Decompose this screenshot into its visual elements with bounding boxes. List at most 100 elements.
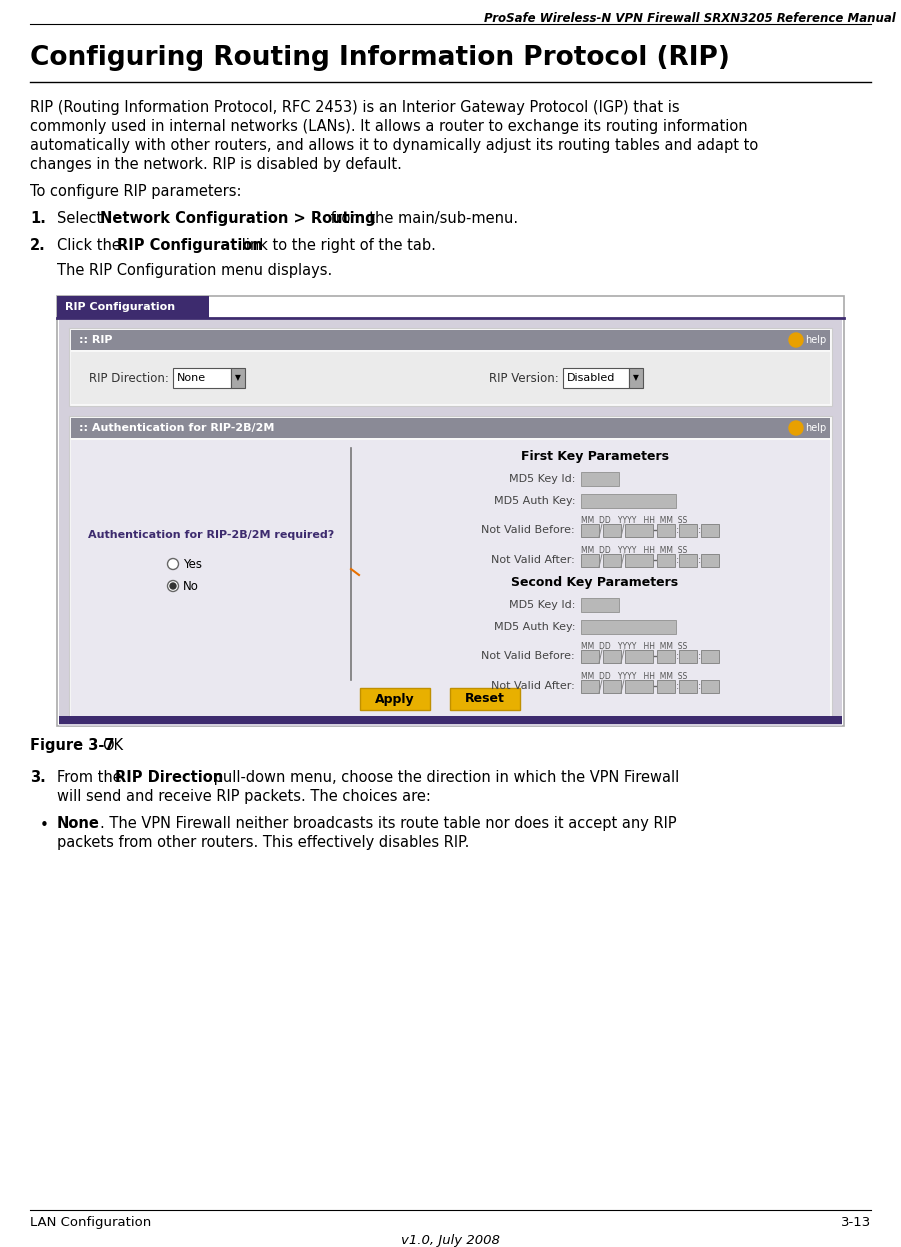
Text: packets from other routers. This effectively disables RIP.: packets from other routers. This effecti… — [57, 835, 469, 850]
FancyBboxPatch shape — [581, 554, 599, 567]
FancyBboxPatch shape — [581, 494, 676, 508]
Circle shape — [168, 581, 178, 591]
Text: help: help — [805, 335, 826, 345]
FancyBboxPatch shape — [71, 418, 830, 438]
Text: Select: Select — [57, 211, 107, 226]
Text: Not Valid After:: Not Valid After: — [491, 681, 575, 691]
FancyBboxPatch shape — [59, 716, 842, 725]
Text: MM  DD   YYYY   HH  MM  SS: MM DD YYYY HH MM SS — [581, 516, 687, 525]
FancyBboxPatch shape — [625, 650, 653, 663]
FancyBboxPatch shape — [701, 524, 719, 537]
Text: Second Key Parameters: Second Key Parameters — [512, 576, 678, 589]
Circle shape — [789, 333, 803, 347]
Text: RIP Version:: RIP Version: — [489, 372, 559, 384]
FancyBboxPatch shape — [625, 554, 653, 567]
Text: Network Configuration > Routing: Network Configuration > Routing — [100, 211, 376, 226]
FancyBboxPatch shape — [581, 524, 599, 537]
Text: Disabled: Disabled — [567, 373, 615, 383]
Text: OK: OK — [102, 738, 123, 753]
Text: :: : — [698, 555, 701, 565]
Text: 1.: 1. — [30, 211, 46, 226]
Text: v1.0, July 2008: v1.0, July 2008 — [401, 1235, 499, 1247]
Text: :: : — [698, 681, 701, 691]
FancyBboxPatch shape — [57, 296, 209, 318]
FancyBboxPatch shape — [657, 554, 675, 567]
FancyBboxPatch shape — [603, 524, 621, 537]
Text: :: : — [676, 525, 679, 535]
FancyBboxPatch shape — [603, 650, 621, 663]
FancyBboxPatch shape — [563, 368, 629, 388]
Text: ▼: ▼ — [235, 374, 241, 383]
Text: Yes: Yes — [183, 557, 202, 570]
FancyBboxPatch shape — [231, 368, 245, 388]
Text: Not Valid Before:: Not Valid Before: — [481, 525, 575, 535]
Text: :: : — [676, 555, 679, 565]
Text: ▼: ▼ — [633, 374, 639, 383]
FancyBboxPatch shape — [59, 320, 842, 726]
FancyBboxPatch shape — [173, 368, 231, 388]
Text: MD5 Key Id:: MD5 Key Id: — [509, 474, 575, 484]
Text: MM  DD   YYYY   HH  MM  SS: MM DD YYYY HH MM SS — [581, 546, 687, 555]
Circle shape — [170, 584, 176, 589]
Text: RIP Direction:: RIP Direction: — [89, 372, 169, 384]
FancyBboxPatch shape — [679, 524, 697, 537]
FancyBboxPatch shape — [69, 328, 832, 407]
Text: :: Authentication for RIP-2B/2M: :: Authentication for RIP-2B/2M — [79, 423, 275, 433]
FancyBboxPatch shape — [657, 680, 675, 693]
FancyBboxPatch shape — [603, 680, 621, 693]
Text: :: : — [676, 651, 679, 661]
Text: :: : — [676, 681, 679, 691]
Text: Apply: Apply — [375, 692, 414, 706]
Text: Figure 3-7: Figure 3-7 — [30, 738, 114, 753]
Text: will send and receive RIP packets. The choices are:: will send and receive RIP packets. The c… — [57, 789, 431, 804]
FancyBboxPatch shape — [71, 352, 830, 404]
FancyBboxPatch shape — [701, 554, 719, 567]
Text: from the main/sub-menu.: from the main/sub-menu. — [326, 211, 518, 226]
Text: MD5 Auth Key:: MD5 Auth Key: — [494, 496, 575, 506]
Text: . The VPN Firewall neither broadcasts its route table nor does it accept any RIP: . The VPN Firewall neither broadcasts it… — [100, 816, 677, 831]
Text: 3-13: 3-13 — [841, 1216, 871, 1230]
Text: :: : — [698, 651, 701, 661]
FancyBboxPatch shape — [701, 680, 719, 693]
FancyBboxPatch shape — [581, 473, 619, 486]
FancyBboxPatch shape — [679, 554, 697, 567]
Text: First Key Parameters: First Key Parameters — [521, 450, 669, 463]
Text: •: • — [40, 818, 49, 833]
Text: help: help — [805, 423, 826, 433]
FancyBboxPatch shape — [71, 440, 830, 718]
FancyBboxPatch shape — [57, 296, 844, 726]
Text: ?: ? — [794, 424, 798, 433]
FancyBboxPatch shape — [701, 650, 719, 663]
Text: automatically with other routers, and allows it to dynamically adjust its routin: automatically with other routers, and al… — [30, 138, 759, 153]
FancyBboxPatch shape — [581, 650, 599, 663]
Text: MM  DD   YYYY   HH  MM  SS: MM DD YYYY HH MM SS — [581, 672, 687, 681]
FancyBboxPatch shape — [450, 688, 520, 710]
Text: changes in the network. RIP is disabled by default.: changes in the network. RIP is disabled … — [30, 157, 402, 172]
FancyBboxPatch shape — [679, 650, 697, 663]
Text: LAN Configuration: LAN Configuration — [30, 1216, 151, 1230]
Text: 3.: 3. — [30, 769, 46, 786]
Text: RIP (Routing Information Protocol, RFC 2453) is an Interior Gateway Protocol (IG: RIP (Routing Information Protocol, RFC 2… — [30, 100, 679, 115]
Text: MM  DD   YYYY   HH  MM  SS: MM DD YYYY HH MM SS — [581, 642, 687, 651]
FancyBboxPatch shape — [581, 599, 619, 612]
FancyBboxPatch shape — [625, 680, 653, 693]
FancyBboxPatch shape — [603, 554, 621, 567]
Text: ?: ? — [794, 335, 798, 344]
Text: The RIP Configuration menu displays.: The RIP Configuration menu displays. — [57, 263, 332, 278]
Text: Click the: Click the — [57, 238, 125, 253]
Text: :: : — [698, 525, 701, 535]
Text: RIP Configuration: RIP Configuration — [65, 302, 175, 312]
Text: RIP Configuration: RIP Configuration — [117, 238, 263, 253]
FancyBboxPatch shape — [679, 680, 697, 693]
Text: Not Valid After:: Not Valid After: — [491, 555, 575, 565]
Text: MD5 Auth Key:: MD5 Auth Key: — [494, 622, 575, 632]
Text: ProSafe Wireless-N VPN Firewall SRXN3205 Reference Manual: ProSafe Wireless-N VPN Firewall SRXN3205… — [484, 12, 896, 25]
Text: RIP Direction: RIP Direction — [115, 769, 223, 786]
FancyBboxPatch shape — [360, 688, 430, 710]
FancyBboxPatch shape — [581, 620, 676, 633]
Text: MD5 Key Id:: MD5 Key Id: — [509, 600, 575, 610]
FancyBboxPatch shape — [657, 650, 675, 663]
FancyBboxPatch shape — [625, 524, 653, 537]
Text: :: RIP: :: RIP — [79, 335, 113, 345]
Text: No: No — [183, 580, 199, 592]
